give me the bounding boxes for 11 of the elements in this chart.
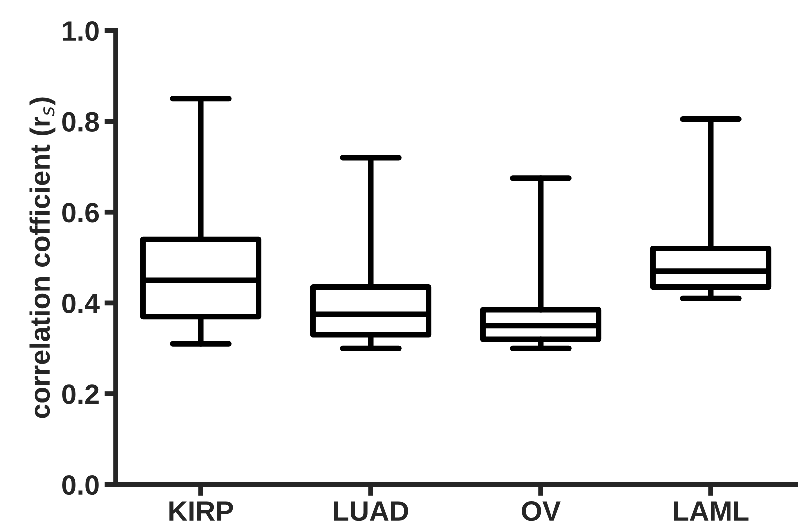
y-axis-title: correlation cofficient (r$_{s}$)	[30, 98, 56, 418]
y-tick-label: 0.2	[62, 384, 99, 404]
x-tick-label: KIRP	[170, 502, 234, 521]
y-tick-label: 0.4	[62, 294, 100, 314]
y-tick-label: 0.0	[62, 475, 99, 496]
y-tick-label: 1.0	[63, 21, 99, 42]
x-tick-label: OV	[522, 502, 561, 522]
y-tick-label: 0.8	[62, 112, 100, 132]
y-tick-label: 0.6	[62, 203, 100, 223]
x-tick-label: LUAD	[334, 502, 408, 522]
x-tick-label: LAML	[674, 502, 749, 521]
